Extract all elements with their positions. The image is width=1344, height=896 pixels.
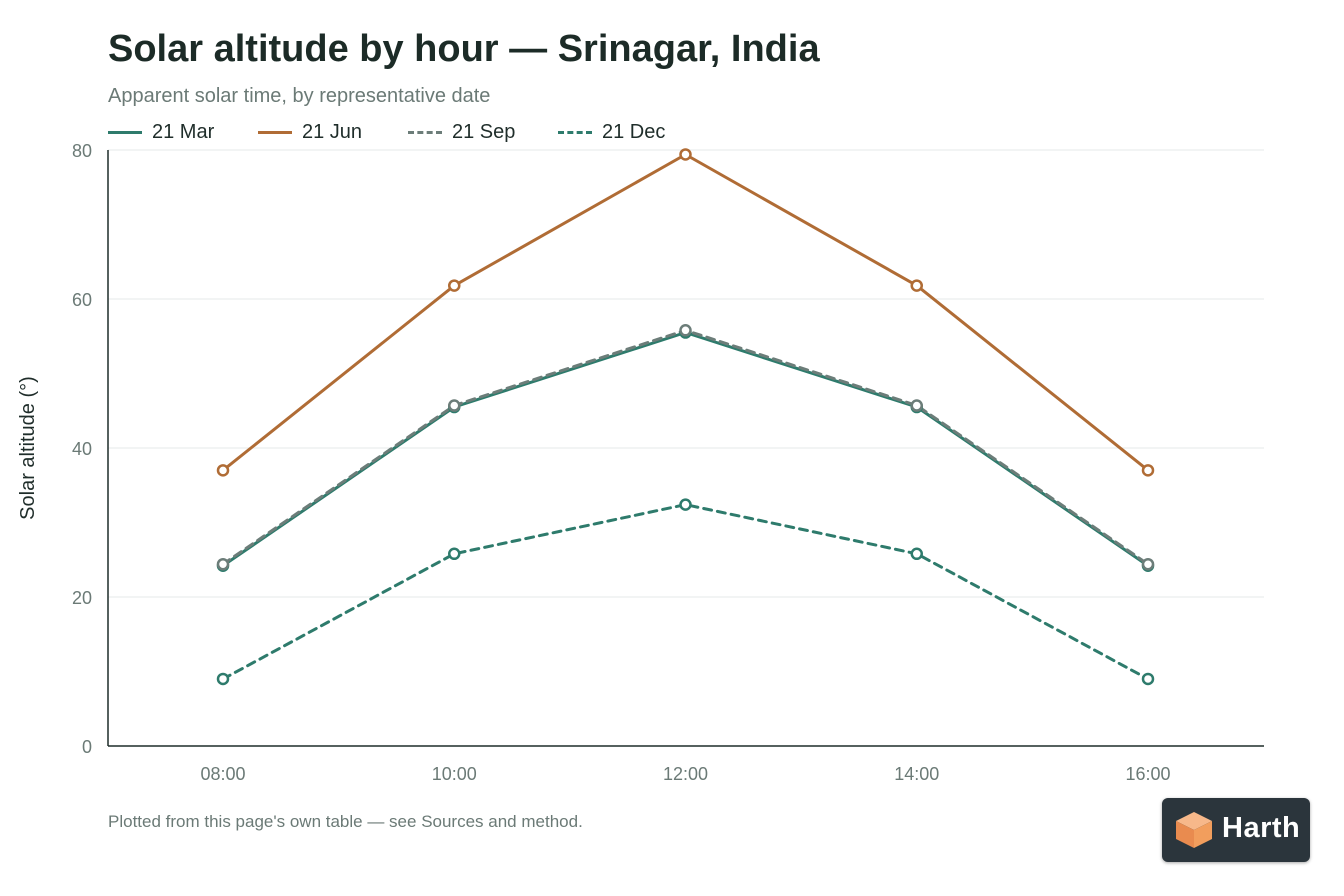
data-point-21-dec (216, 672, 230, 686)
data-points (216, 148, 1155, 686)
legend-swatch-21-mar (108, 131, 142, 134)
series-line-21-mar (221, 331, 1150, 568)
data-point-21-dec (448, 547, 461, 561)
data-point-21-dec (1141, 672, 1155, 686)
series-line-21-jun (221, 153, 1150, 472)
footnote: Plotted from this page's own table — see… (108, 812, 583, 831)
data-point-21-dec (910, 547, 923, 561)
y-tick-label: 20 (72, 588, 92, 608)
chart-subtitle: Apparent solar time, by representative d… (108, 85, 491, 107)
data-point-21-sep (448, 399, 461, 412)
data-point-21-sep (216, 557, 230, 571)
x-tick-label: 14:00 (894, 764, 939, 784)
data-point-21-jun (1141, 464, 1155, 477)
x-tick-label: 12:00 (663, 764, 708, 784)
y-tick-label: 60 (72, 290, 92, 310)
legend-label-21-sep: 21 Sep (452, 121, 516, 143)
data-point-21-jun (910, 279, 923, 292)
axes: 0 20 40 60 80 08:00 10:00 12:00 14:00 16:00 (72, 141, 1264, 784)
x-tick-label: 10:00 (432, 764, 477, 784)
series-line-21-dec (221, 503, 1150, 681)
y-tick-label: 0 (82, 737, 92, 757)
logo-text: Harth (1222, 812, 1301, 844)
data-point-21-jun (679, 148, 692, 161)
data-point-21-sep (1141, 557, 1155, 571)
series-lines (221, 153, 1150, 681)
data-point-21-sep (910, 399, 923, 412)
y-tick-label: 40 (72, 439, 92, 459)
x-tick-label: 16:00 (1125, 764, 1170, 784)
gridlines (108, 149, 1264, 598)
legend-label-21-jun: 21 Jun (302, 121, 363, 143)
legend-label-21-dec: 21 Dec (602, 121, 666, 143)
data-point-21-jun (448, 279, 461, 292)
harth-logo: Harth (1162, 798, 1310, 862)
box-icon (1176, 812, 1212, 848)
data-point-21-jun (216, 464, 230, 477)
data-point-21-sep (679, 324, 692, 337)
legend-swatch-21-sep (408, 131, 442, 134)
legend-swatch-21-jun (258, 131, 292, 134)
y-axis-label: Solar altitude (°) (17, 376, 39, 520)
chart-title: Solar altitude by hour — Srinagar, India (108, 28, 820, 70)
y-tick-label: 80 (72, 141, 92, 161)
series-line-21-sep (221, 328, 1150, 566)
x-tick-label: 08:00 (200, 764, 245, 784)
legend-label-21-mar: 21 Mar (152, 121, 215, 143)
legend-swatch-21-dec (558, 131, 592, 134)
data-point-21-dec (679, 498, 692, 511)
